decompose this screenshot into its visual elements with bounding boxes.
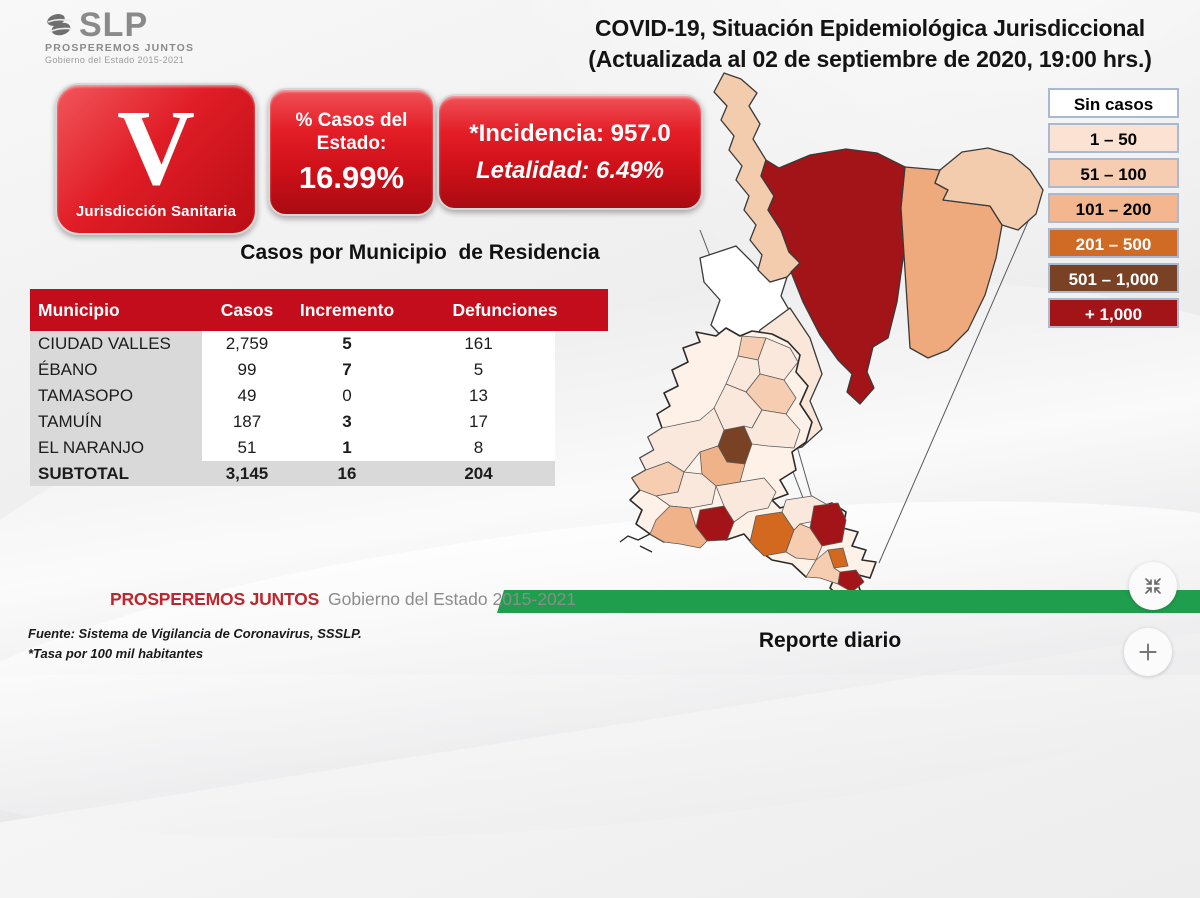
map-legend: Sin casos 1 – 50 51 – 100 101 – 200 201 … (1048, 88, 1179, 333)
table-row: EL NARANJO 51 1 8 (30, 435, 555, 461)
jurisdiction-roman-numeral: V (117, 88, 195, 208)
cell-municipio: CIUDAD VALLES (30, 331, 202, 357)
table-row: CIUDAD VALLES 2,759 5 161 (30, 331, 555, 357)
percent-label-line1: % Casos del (295, 109, 408, 131)
cell-casos: 3,145 (225, 463, 269, 483)
column-header-incremento: Incremento (299, 299, 395, 320)
cell-incremento: 7 (342, 360, 352, 379)
logo-tagline: PROSPEREMOS JUNTOS (45, 42, 195, 54)
legend-item-1-50: 1 – 50 (1048, 123, 1179, 153)
cell-incremento: 0 (342, 386, 352, 405)
cell-municipio: TAMUÍN (30, 409, 202, 435)
footer-brand-gray: Gobierno del Estado 2015-2021 (328, 589, 577, 609)
exit-fullscreen-button[interactable] (1129, 562, 1177, 610)
legend-item-sin-casos: Sin casos (1048, 88, 1179, 118)
legend-item-101-200: 101 – 200 (1048, 193, 1179, 223)
column-header-defunciones: Defunciones (452, 299, 558, 320)
jurisdiction-label: Jurisdicción Sanitaria (75, 202, 237, 220)
cell-incremento: 16 (337, 463, 357, 483)
map-region-el-naranjo (713, 72, 801, 283)
compress-icon (1145, 578, 1161, 594)
cell-casos: 49 (237, 386, 257, 405)
cell-casos: 99 (237, 360, 257, 379)
incidence-lethality-badge: *Incidencia: 957.0 Letalidad: 6.49% (437, 94, 703, 210)
cases-table: Municipio Casos Incremento Defunciones C… (30, 289, 608, 486)
zoom-in-button[interactable] (1124, 628, 1172, 676)
percent-label-line2: Estado: (316, 132, 387, 154)
table-title: Casos por Municipio de Residencia (240, 241, 600, 264)
cell-municipio: SUBTOTAL (30, 461, 202, 486)
leaf-icon (47, 14, 73, 36)
cell-defunciones: 204 (464, 463, 493, 483)
cell-defunciones: 161 (464, 334, 493, 353)
table-subtotal-row: SUBTOTAL 3,145 16 204 (30, 461, 555, 486)
map-region-ebano (934, 147, 1044, 231)
cell-incremento: 1 (342, 438, 352, 457)
source-line-2: *Tasa por 100 mil habitantes (28, 646, 204, 661)
jurisdiction-badge: V Jurisdicción Sanitaria (55, 83, 257, 235)
green-footer-bar (497, 590, 1200, 613)
cell-defunciones: 8 (473, 438, 484, 457)
table-header-row: Municipio Casos Incremento Defunciones (30, 289, 608, 331)
incidence-value: 957.0 (610, 119, 671, 147)
source-note: Fuente: Sistema de Vigilancia de Coronav… (28, 624, 362, 664)
state-cases-percent-badge: % Casos del Estado: 16.99% (268, 88, 435, 216)
cell-casos: 2,759 (225, 334, 269, 353)
choropleth-maps (619, 72, 1044, 601)
cell-municipio: EL NARANJO (30, 435, 202, 461)
footer-brand: PROSPEREMOS JUNTOS Gobierno del Estado 2… (110, 589, 576, 610)
incidence-label: *Incidencia: (469, 119, 604, 147)
state-municipalities (631, 335, 865, 593)
title-line-2: (Actualizada al 02 de septiembre de 2020… (588, 46, 1152, 72)
column-header-municipio: Municipio (38, 299, 120, 320)
cell-municipio: ÉBANO (30, 357, 202, 383)
plus-icon (1139, 643, 1157, 661)
page-title: COVID-19, Situación Epidemiológica Juris… (546, 13, 1194, 75)
lethality-label: Letalidad: (475, 156, 590, 184)
cell-defunciones: 17 (469, 412, 488, 431)
cell-defunciones: 5 (473, 360, 484, 379)
table-row: TAMUÍN 187 3 17 (30, 409, 555, 435)
report-type-label: Reporte diario (758, 629, 902, 652)
legend-item-501-1000: 501 – 1,000 (1048, 263, 1179, 293)
cell-incremento: 5 (342, 334, 352, 353)
footer-brand-red: PROSPEREMOS JUNTOS (110, 589, 320, 609)
table-row: ÉBANO 99 7 5 (30, 357, 555, 383)
legend-item-201-500: 201 – 500 (1048, 228, 1179, 258)
title-line-1: COVID-19, Situación Epidemiológica Juris… (595, 15, 1145, 41)
logo-brand-text: SLP (79, 6, 149, 44)
legend-item-51-100: 51 – 100 (1048, 158, 1179, 188)
state-map (619, 327, 877, 601)
table-row: TAMASOPO 49 0 13 (30, 383, 555, 409)
legend-item-1000-plus: + 1,000 (1048, 298, 1179, 328)
logo-subtitle: Gobierno del Estado 2015-2021 (45, 55, 185, 65)
cell-casos: 51 (237, 438, 257, 457)
cell-defunciones: 13 (469, 386, 488, 405)
cell-casos: 187 (232, 412, 262, 431)
state-border-squiggle (619, 533, 653, 553)
slp-logo: SLP PROSPEREMOS JUNTOS Gobierno del Esta… (45, 6, 195, 65)
lethality-value: 6.49% (595, 156, 665, 184)
cell-municipio: TAMASOPO (30, 383, 202, 409)
cell-incremento: 3 (342, 412, 352, 431)
percent-value: 16.99% (298, 159, 405, 195)
column-header-casos: Casos (220, 299, 274, 320)
source-line-1: Fuente: Sistema de Vigilancia de Coronav… (28, 626, 362, 641)
